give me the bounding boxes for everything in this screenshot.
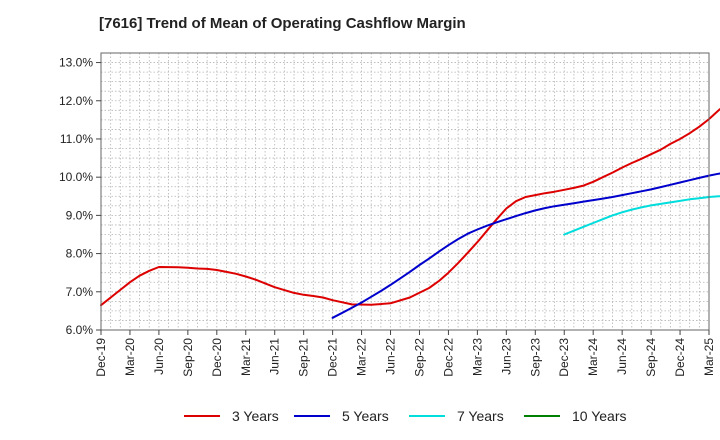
x-tick-label: Dec-19 <box>94 338 108 377</box>
x-tick-label: Jun-23 <box>499 338 513 375</box>
x-tick-label: Sep-23 <box>528 338 542 377</box>
y-tick-label: 11.0% <box>60 132 93 146</box>
x-tick-label: Dec-23 <box>557 338 571 377</box>
plot-frame <box>100 52 710 331</box>
x-tick-label: Mar-21 <box>239 338 253 376</box>
y-tick-label: 13.0% <box>59 56 93 70</box>
x-tick-label: Jun-21 <box>268 338 282 375</box>
legend: 3 Years 5 Years 7 Years 10 Years <box>0 400 720 430</box>
x-tick-label: Dec-22 <box>441 338 455 377</box>
y-tick-label: 7.0% <box>66 285 94 299</box>
x-tick-label: Dec-24 <box>673 338 687 377</box>
x-axis-ticks: Dec-19 Mar-20 Jun-20 Sep-20 Dec-20 Mar-21 Jun-… <box>94 330 716 377</box>
x-tick-label: Mar-24 <box>586 338 600 376</box>
x-tick-label: Mar-22 <box>355 338 369 376</box>
x-tick-label: Sep-22 <box>412 338 426 377</box>
y-tick-label: 10.0% <box>59 170 93 184</box>
legend-label: 7 Years <box>457 408 504 424</box>
x-tick-label: Mar-20 <box>123 338 137 376</box>
series-lines <box>100 107 720 319</box>
legend-swatch <box>524 415 560 417</box>
x-tick-label: Sep-20 <box>181 338 195 377</box>
grid-lines <box>101 53 709 330</box>
series-line-7-years <box>563 195 720 236</box>
series-line-3-years <box>100 107 720 307</box>
series-line-5-years <box>331 172 720 319</box>
x-tick-label: Jun-20 <box>152 338 166 375</box>
y-tick-label: 6.0% <box>66 323 94 337</box>
legend-label: 3 Years <box>232 408 279 424</box>
y-tick-label: 9.0% <box>66 208 94 222</box>
x-tick-label: Jun-22 <box>384 338 398 375</box>
y-tick-label: 8.0% <box>66 247 94 261</box>
legend-label: 10 Years <box>572 408 627 424</box>
legend-swatch <box>294 415 330 417</box>
x-tick-label: Mar-25 <box>702 338 716 376</box>
x-tick-label: Mar-23 <box>470 338 484 376</box>
y-tick-label: 12.0% <box>59 94 93 108</box>
x-tick-label: Sep-24 <box>644 338 658 377</box>
x-tick-label: Sep-21 <box>297 338 311 377</box>
x-tick-label: Dec-20 <box>210 338 224 377</box>
legend-swatch <box>409 415 445 417</box>
x-tick-label: Jun-24 <box>615 338 629 375</box>
chart-title: [7616] Trend of Mean of Operating Cashfl… <box>99 15 466 32</box>
legend-swatch <box>184 415 220 417</box>
legend-label: 5 Years <box>342 408 389 424</box>
y-axis-ticks: 6.0% 7.0% 8.0% 9.0% 10.0% 11.0% 12.0% 13.0% <box>59 56 101 337</box>
x-tick-label: Dec-21 <box>326 338 340 377</box>
